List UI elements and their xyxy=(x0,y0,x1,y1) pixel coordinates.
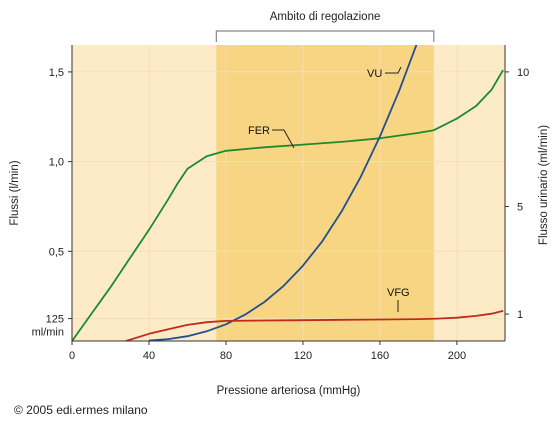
y-tick-label: 1,0 xyxy=(49,157,64,169)
y-tick-unit-ml: ml/min xyxy=(32,327,64,339)
y-right-tick-label: 5 xyxy=(517,201,523,213)
series-line-fer xyxy=(72,69,504,341)
series-leader-vu xyxy=(385,66,402,74)
x-axis-title: Pressione arteriosa (mmHg) xyxy=(217,385,361,397)
y-axis-right-title: Flusso urinario (ml/min) xyxy=(538,125,550,245)
series-label-vfg: VFG xyxy=(387,287,410,299)
y-tick-label: 0,5 xyxy=(49,246,64,258)
series-labels: FER VU VFG xyxy=(248,66,410,312)
x-tick-label: 160 xyxy=(371,350,389,362)
x-tick-label: 120 xyxy=(294,350,312,362)
series-leader-fer xyxy=(272,129,295,149)
series-label-fer: FER xyxy=(248,125,270,137)
regulation-range-label: Ambito di regolazione xyxy=(270,11,381,23)
x-tick-label: 80 xyxy=(220,350,232,362)
series-line-vfg xyxy=(125,310,504,341)
y-axis-title: Flussi (l/min) xyxy=(9,160,21,225)
y-tick-label-ml: 125 xyxy=(46,314,64,326)
x-tick-label: 200 xyxy=(448,350,466,362)
y-tick-label: 1,5 xyxy=(49,67,64,79)
series-layer xyxy=(72,45,504,341)
x-tick-label: 40 xyxy=(143,350,155,362)
x-tick-label: 0 xyxy=(69,350,75,362)
series-line-vu xyxy=(148,45,418,341)
copyright-notice: © 2005 edi.ermes milano xyxy=(14,403,148,417)
y-right-tick-label: 1 xyxy=(517,309,523,321)
axes xyxy=(68,45,509,345)
y-right-tick-label: 10 xyxy=(517,67,529,79)
regulation-range-bracket xyxy=(215,30,435,42)
series-label-vu: VU xyxy=(367,68,382,80)
